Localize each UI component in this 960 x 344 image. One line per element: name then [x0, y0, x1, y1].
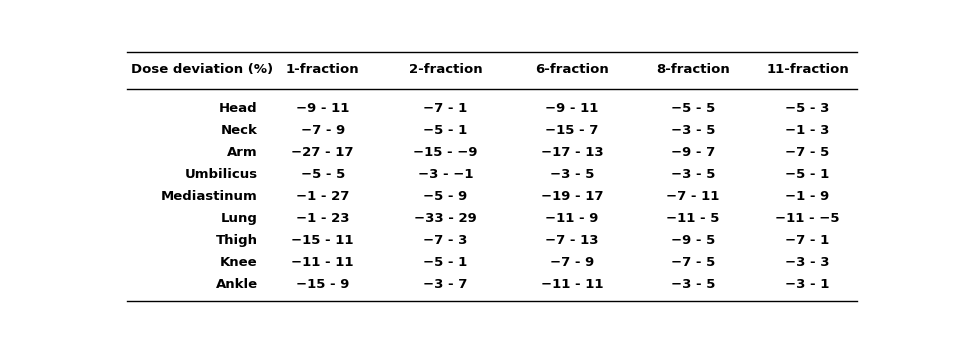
Text: −3 - 5: −3 - 5 — [671, 278, 715, 291]
Text: Knee: Knee — [220, 256, 257, 269]
Text: −7 - 3: −7 - 3 — [423, 234, 468, 247]
Text: −33 - 29: −33 - 29 — [414, 212, 477, 225]
Text: −7 - 5: −7 - 5 — [671, 256, 715, 269]
Text: −5 - 5: −5 - 5 — [671, 102, 715, 115]
Text: −1 - 23: −1 - 23 — [296, 212, 349, 225]
Text: 6-fraction: 6-fraction — [535, 63, 609, 76]
Text: −19 - 17: −19 - 17 — [540, 190, 603, 203]
Text: Head: Head — [219, 102, 257, 115]
Text: −3 - 5: −3 - 5 — [671, 124, 715, 137]
Text: −1 - 9: −1 - 9 — [785, 190, 829, 203]
Text: −3 - 5: −3 - 5 — [671, 168, 715, 181]
Text: −3 - −1: −3 - −1 — [418, 168, 473, 181]
Text: −7 - 5: −7 - 5 — [785, 146, 829, 159]
Text: Ankle: Ankle — [215, 278, 257, 291]
Text: −7 - 9: −7 - 9 — [300, 124, 345, 137]
Text: −11 - −5: −11 - −5 — [776, 212, 840, 225]
Text: −5 - 3: −5 - 3 — [785, 102, 829, 115]
Text: −11 - 5: −11 - 5 — [666, 212, 720, 225]
Text: Dose deviation (%): Dose deviation (%) — [132, 63, 274, 76]
Text: −7 - 13: −7 - 13 — [545, 234, 599, 247]
Text: 2-fraction: 2-fraction — [409, 63, 482, 76]
Text: −3 - 1: −3 - 1 — [785, 278, 829, 291]
Text: −7 - 1: −7 - 1 — [785, 234, 829, 247]
Text: −7 - 11: −7 - 11 — [666, 190, 720, 203]
Text: Lung: Lung — [221, 212, 257, 225]
Text: Mediastinum: Mediastinum — [161, 190, 257, 203]
Text: −7 - 1: −7 - 1 — [423, 102, 468, 115]
Text: −7 - 9: −7 - 9 — [550, 256, 594, 269]
Text: Thigh: Thigh — [216, 234, 257, 247]
Text: −9 - 7: −9 - 7 — [671, 146, 715, 159]
Text: 8-fraction: 8-fraction — [656, 63, 730, 76]
Text: Neck: Neck — [221, 124, 257, 137]
Text: Umbilicus: Umbilicus — [184, 168, 257, 181]
Text: −5 - 1: −5 - 1 — [423, 124, 468, 137]
Text: −17 - 13: −17 - 13 — [540, 146, 603, 159]
Text: 1-fraction: 1-fraction — [286, 63, 360, 76]
Text: −9 - 11: −9 - 11 — [296, 102, 349, 115]
Text: −3 - 3: −3 - 3 — [785, 256, 829, 269]
Text: −11 - 9: −11 - 9 — [545, 212, 599, 225]
Text: −5 - 9: −5 - 9 — [423, 190, 468, 203]
Text: −15 - 9: −15 - 9 — [296, 278, 349, 291]
Text: −15 - 7: −15 - 7 — [545, 124, 599, 137]
Text: −5 - 1: −5 - 1 — [785, 168, 829, 181]
Text: 11-fraction: 11-fraction — [766, 63, 849, 76]
Text: −5 - 5: −5 - 5 — [300, 168, 345, 181]
Text: −3 - 5: −3 - 5 — [550, 168, 594, 181]
Text: −15 - −9: −15 - −9 — [413, 146, 478, 159]
Text: −15 - 11: −15 - 11 — [292, 234, 354, 247]
Text: −3 - 7: −3 - 7 — [423, 278, 468, 291]
Text: −1 - 27: −1 - 27 — [296, 190, 349, 203]
Text: −9 - 5: −9 - 5 — [671, 234, 715, 247]
Text: Arm: Arm — [227, 146, 257, 159]
Text: −5 - 1: −5 - 1 — [423, 256, 468, 269]
Text: −11 - 11: −11 - 11 — [292, 256, 354, 269]
Text: −27 - 17: −27 - 17 — [292, 146, 354, 159]
Text: −11 - 11: −11 - 11 — [540, 278, 603, 291]
Text: −1 - 3: −1 - 3 — [785, 124, 829, 137]
Text: −9 - 11: −9 - 11 — [545, 102, 599, 115]
